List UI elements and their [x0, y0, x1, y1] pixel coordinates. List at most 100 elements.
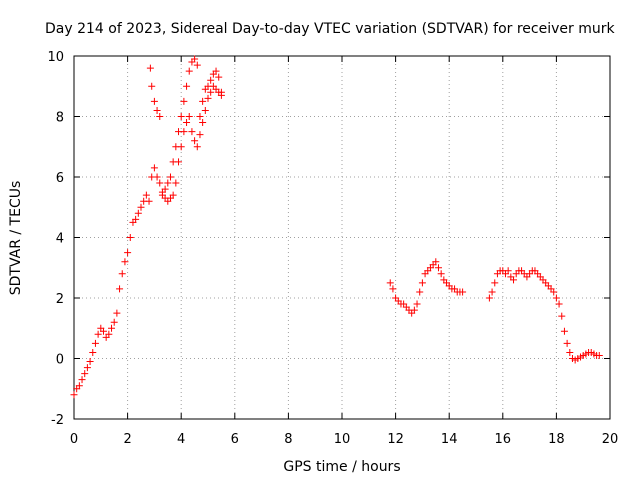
- data-point: [217, 91, 225, 99]
- data-point: [94, 330, 102, 338]
- data-point: [504, 267, 512, 275]
- data-point: [510, 276, 518, 284]
- data-point: [180, 97, 188, 105]
- y-tick-label: 0: [56, 353, 64, 368]
- data-point: [491, 279, 499, 287]
- x-tick-label: 18: [548, 432, 565, 447]
- y-axis-label: SDTVAR / TECUs: [8, 181, 24, 296]
- data-point: [86, 358, 94, 366]
- data-point: [183, 82, 191, 90]
- y-tick-label: 4: [56, 232, 64, 247]
- data-point: [108, 324, 116, 332]
- x-tick-label: 10: [334, 432, 351, 447]
- data-point: [566, 348, 574, 356]
- data-point: [116, 285, 124, 293]
- data-point: [188, 128, 196, 136]
- data-point: [134, 209, 142, 217]
- data-point: [156, 113, 164, 120]
- data-point: [437, 270, 445, 278]
- data-point: [185, 67, 193, 75]
- x-tick-label: 4: [177, 432, 185, 447]
- data-point: [124, 249, 132, 257]
- data-point: [193, 61, 201, 69]
- data-point: [416, 288, 424, 296]
- data-point: [153, 106, 161, 114]
- data-point: [99, 327, 107, 335]
- data-point: [207, 88, 215, 96]
- data-point: [126, 234, 134, 241]
- data-point: [169, 191, 177, 199]
- data-point: [418, 279, 426, 287]
- data-point: [183, 119, 191, 127]
- data-point: [180, 128, 188, 136]
- data-point: [166, 173, 174, 181]
- data-point: [434, 264, 442, 272]
- y-tick-label: 2: [56, 292, 64, 307]
- data-point: [172, 179, 180, 187]
- data-point: [81, 370, 89, 378]
- data-point: [146, 64, 154, 72]
- y-tick-label: 10: [47, 50, 64, 65]
- data-point: [413, 300, 421, 308]
- data-series-sdtvar: [70, 55, 603, 399]
- x-tick-label: 20: [602, 432, 619, 447]
- axis-ticks: 0 2 4 6 8 10 12 14 16 18 20 -2 0 2 4 6 8 10: [47, 50, 618, 447]
- data-point: [193, 143, 201, 151]
- data-point: [150, 97, 158, 105]
- data-point: [199, 119, 207, 127]
- data-point: [191, 137, 199, 145]
- data-point: [560, 327, 568, 335]
- data-point: [105, 330, 113, 338]
- data-point: [558, 312, 566, 320]
- data-point: [196, 131, 204, 139]
- data-point: [83, 364, 91, 372]
- data-point: [563, 339, 571, 347]
- x-tick-label: 6: [231, 432, 239, 447]
- data-point: [555, 300, 563, 308]
- data-point: [137, 203, 145, 211]
- data-point: [150, 164, 158, 172]
- x-tick-label: 12: [387, 432, 404, 447]
- data-point: [153, 173, 161, 181]
- data-point: [145, 197, 153, 205]
- x-axis-label: GPS time / hours: [283, 459, 400, 475]
- data-point: [552, 294, 560, 302]
- y-tick-label: 6: [56, 171, 64, 186]
- data-point: [161, 185, 169, 193]
- x-tick-label: 14: [441, 432, 458, 447]
- data-point: [215, 73, 223, 81]
- y-tick-label: -2: [51, 413, 64, 428]
- x-tick-label: 16: [495, 432, 512, 447]
- x-tick-label: 0: [70, 432, 78, 447]
- data-point: [459, 288, 467, 296]
- grid-lines: [74, 56, 610, 419]
- data-point: [70, 391, 78, 399]
- data-point: [488, 288, 496, 296]
- data-point: [148, 82, 156, 90]
- data-point: [78, 376, 86, 384]
- data-point: [118, 270, 126, 278]
- data-point: [196, 113, 204, 120]
- data-point: [410, 306, 418, 314]
- data-point: [595, 351, 603, 359]
- data-point: [201, 106, 209, 114]
- x-tick-label: 2: [123, 432, 131, 447]
- data-point: [389, 285, 397, 293]
- data-point: [156, 179, 164, 187]
- data-point: [204, 94, 212, 102]
- data-point: [91, 339, 99, 347]
- data-point: [142, 191, 150, 199]
- data-point: [175, 158, 183, 166]
- data-point: [550, 288, 558, 296]
- data-point: [113, 309, 121, 317]
- chart-title: Day 214 of 2023, Sidereal Day-to-day VTE…: [45, 21, 615, 37]
- data-point: [485, 294, 493, 302]
- data-point: [177, 113, 185, 120]
- data-point: [89, 348, 97, 356]
- data-point: [121, 258, 129, 266]
- data-point: [164, 179, 172, 187]
- data-point: [207, 76, 215, 84]
- data-point: [177, 143, 185, 151]
- data-point: [75, 382, 83, 390]
